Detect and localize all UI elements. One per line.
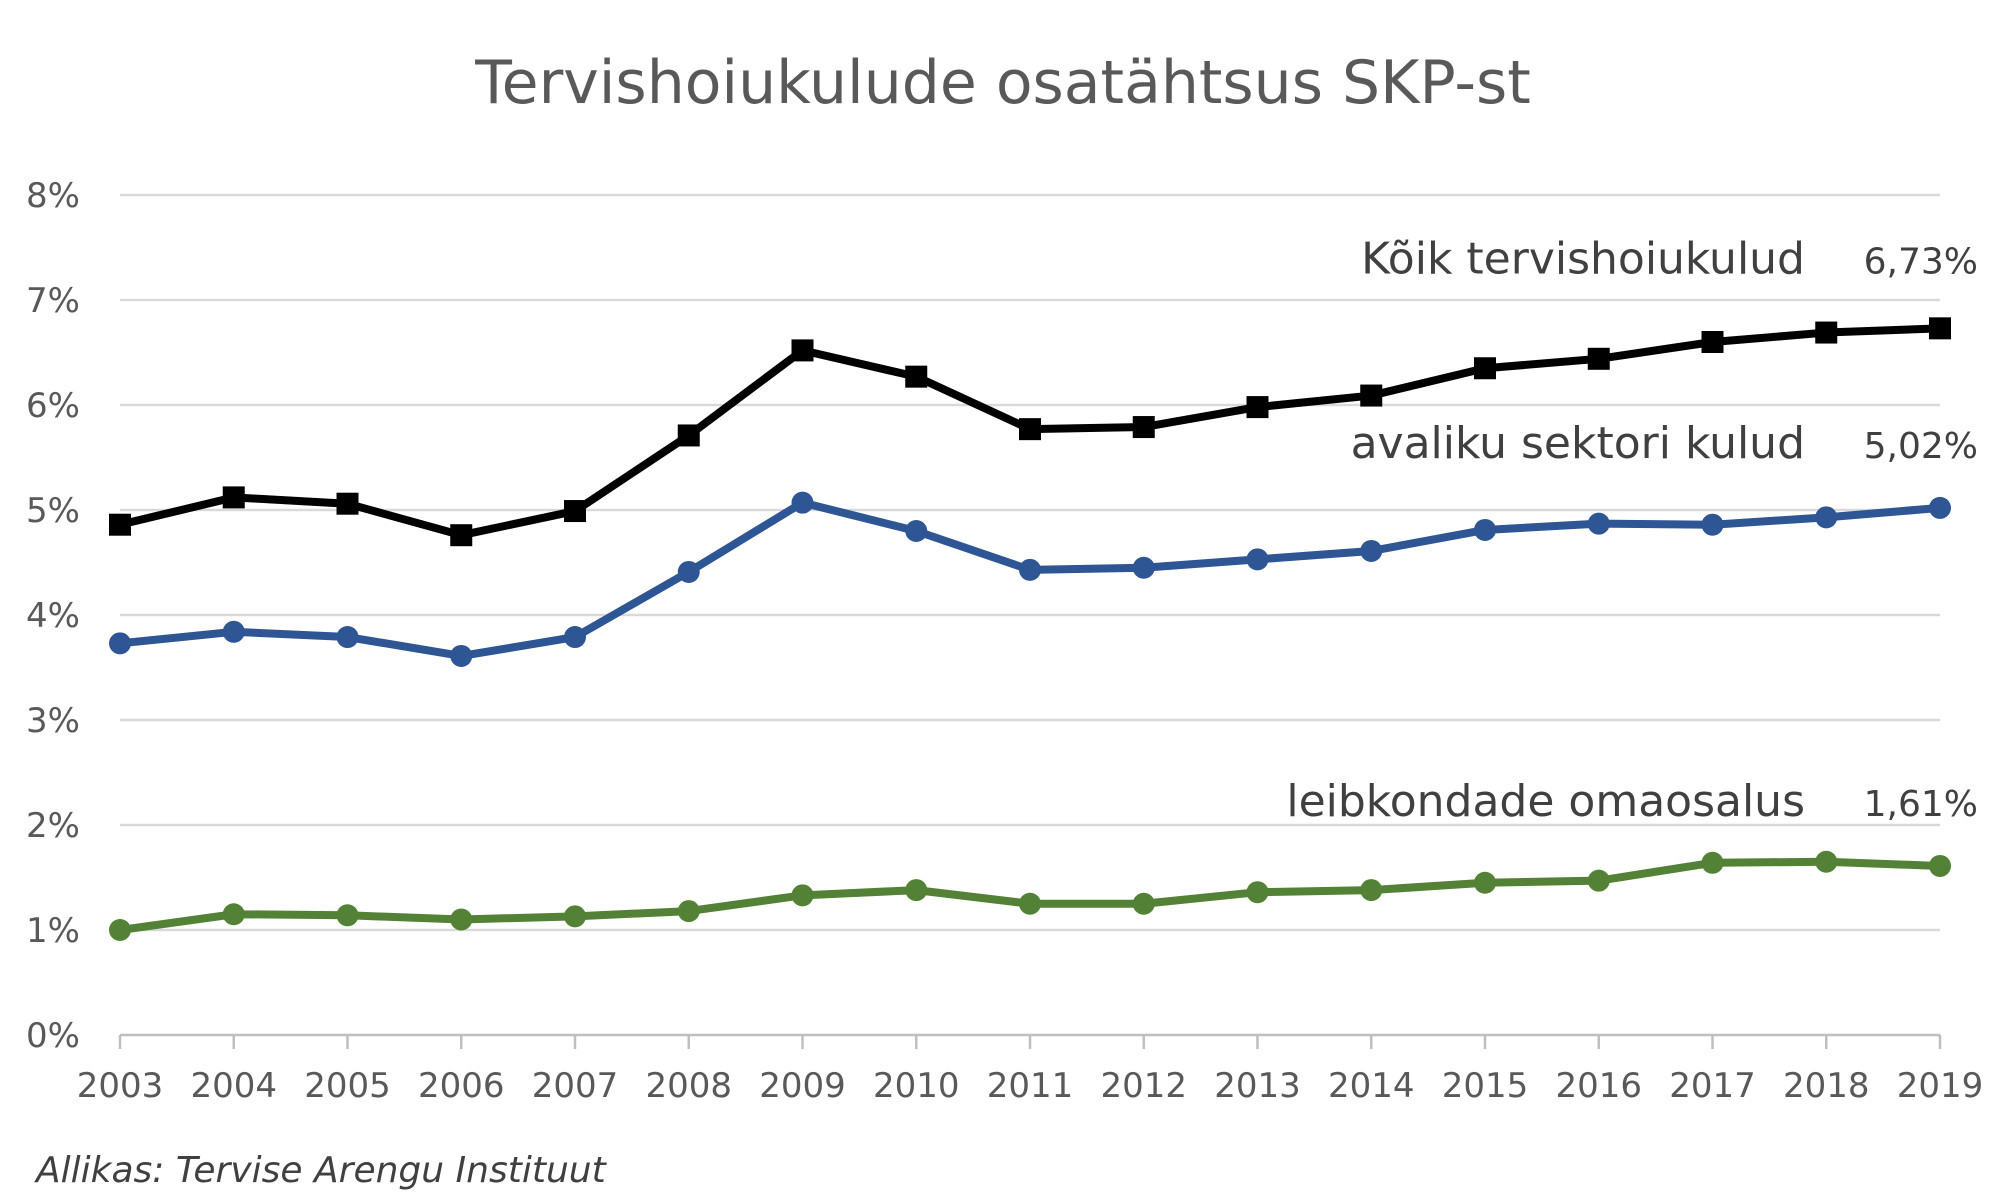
series-name-label: Kõik tervishoiukulud xyxy=(1361,233,1805,284)
data-point xyxy=(791,339,814,362)
x-tick-label: 2016 xyxy=(1555,1066,1642,1106)
data-point xyxy=(450,644,473,667)
data-point xyxy=(1360,879,1383,902)
y-tick-label: 0% xyxy=(26,1016,80,1056)
y-tick-label: 1% xyxy=(26,911,80,951)
data-point xyxy=(1929,854,1951,877)
series-end-value-label: 1,61% xyxy=(1864,784,1978,825)
data-point xyxy=(1815,321,1838,344)
x-tick-label: 2003 xyxy=(77,1066,164,1106)
x-tick-label: 2012 xyxy=(1100,1066,1187,1106)
data-point xyxy=(1474,518,1496,541)
data-point xyxy=(222,620,245,643)
data-point xyxy=(1587,869,1610,892)
x-tick-label: 2005 xyxy=(304,1066,391,1106)
series-2 xyxy=(109,491,1951,667)
series-3 xyxy=(109,850,1951,941)
x-tick-label: 2004 xyxy=(190,1066,277,1106)
data-point xyxy=(109,632,131,655)
x-tick-label: 2015 xyxy=(1442,1066,1529,1106)
data-point xyxy=(677,560,700,583)
x-tick-label: 2007 xyxy=(532,1066,619,1106)
series-name-label: avaliku sektori kulud xyxy=(1351,418,1805,469)
data-point xyxy=(1701,331,1724,353)
data-point xyxy=(1815,850,1838,873)
data-point xyxy=(222,486,245,509)
data-point xyxy=(905,879,928,902)
series-labels: Kõik tervishoiukulud 6,73% avaliku sektori… xyxy=(1286,233,1978,827)
data-point xyxy=(1474,357,1496,380)
x-tick-label: 2014 xyxy=(1328,1066,1415,1106)
x-tick-label: 2009 xyxy=(759,1066,846,1106)
x-tick-label: 2019 xyxy=(1897,1066,1984,1106)
data-point xyxy=(564,626,586,649)
y-tick-label: 4% xyxy=(26,596,80,636)
y-tick-label: 8% xyxy=(26,176,80,216)
x-tick-label: 2006 xyxy=(418,1066,505,1106)
series-end-value-label: 6,73% xyxy=(1864,241,1978,282)
data-point xyxy=(905,365,928,388)
data-point xyxy=(1815,506,1838,529)
data-point xyxy=(1929,317,1951,340)
series-1 xyxy=(109,317,1951,547)
data-point xyxy=(1701,851,1724,874)
data-point xyxy=(336,492,359,515)
chart-title: Tervishoiukulude osatähtsus SKP-st xyxy=(475,48,1531,118)
data-point xyxy=(1929,496,1951,519)
data-point xyxy=(564,905,586,928)
x-axis xyxy=(118,1033,1942,1049)
y-axis-tick-labels: 0% 1% 2% 3% 4% 5% 6% 7% 8% xyxy=(26,176,80,1056)
data-point xyxy=(1360,539,1383,562)
x-axis-tick-labels: 2003 2004 2005 2006 2007 2008 2009 2010 2011 2012… xyxy=(77,1066,1984,1106)
data-point xyxy=(1019,892,1041,915)
y-tick-label: 6% xyxy=(26,386,80,426)
x-tick-label: 2008 xyxy=(645,1066,732,1106)
data-point xyxy=(564,500,586,523)
data-point xyxy=(1246,881,1269,904)
data-point xyxy=(336,626,359,649)
data-point xyxy=(1132,556,1155,579)
data-point xyxy=(1701,513,1724,536)
data-point xyxy=(1587,512,1610,535)
x-tick-label: 2010 xyxy=(873,1066,960,1106)
gridlines xyxy=(120,193,1940,932)
data-point xyxy=(677,900,700,923)
y-tick-label: 3% xyxy=(26,701,80,741)
data-point xyxy=(336,904,359,927)
data-point xyxy=(1019,418,1041,441)
series-name-label: leibkondade omaosalus xyxy=(1286,776,1805,827)
data-point xyxy=(1360,384,1383,407)
series-end-value-label: 5,02% xyxy=(1864,426,1978,467)
series xyxy=(109,317,1951,941)
data-point xyxy=(1019,558,1041,581)
data-point xyxy=(1246,548,1269,571)
y-tick-label: 2% xyxy=(26,806,80,846)
data-point xyxy=(1132,416,1155,439)
data-point xyxy=(450,524,473,547)
data-point xyxy=(1474,871,1496,894)
data-point xyxy=(109,513,131,536)
x-tick-label: 2018 xyxy=(1783,1066,1870,1106)
data-point xyxy=(109,919,131,941)
data-point xyxy=(677,424,700,447)
data-point xyxy=(1587,347,1610,370)
x-tick-label: 2017 xyxy=(1669,1066,1756,1106)
data-point xyxy=(1132,892,1155,915)
source-note: Allikas: Tervise Arengu Instituut xyxy=(36,1150,606,1191)
data-point xyxy=(791,884,814,907)
data-point xyxy=(1246,396,1269,419)
y-tick-label: 7% xyxy=(26,281,80,321)
x-tick-label: 2013 xyxy=(1214,1066,1301,1106)
x-tick-label: 2011 xyxy=(987,1066,1074,1106)
data-point xyxy=(222,903,245,926)
y-tick-label: 5% xyxy=(26,491,80,531)
data-point xyxy=(450,908,473,931)
data-point xyxy=(791,491,814,514)
data-point xyxy=(905,520,928,542)
